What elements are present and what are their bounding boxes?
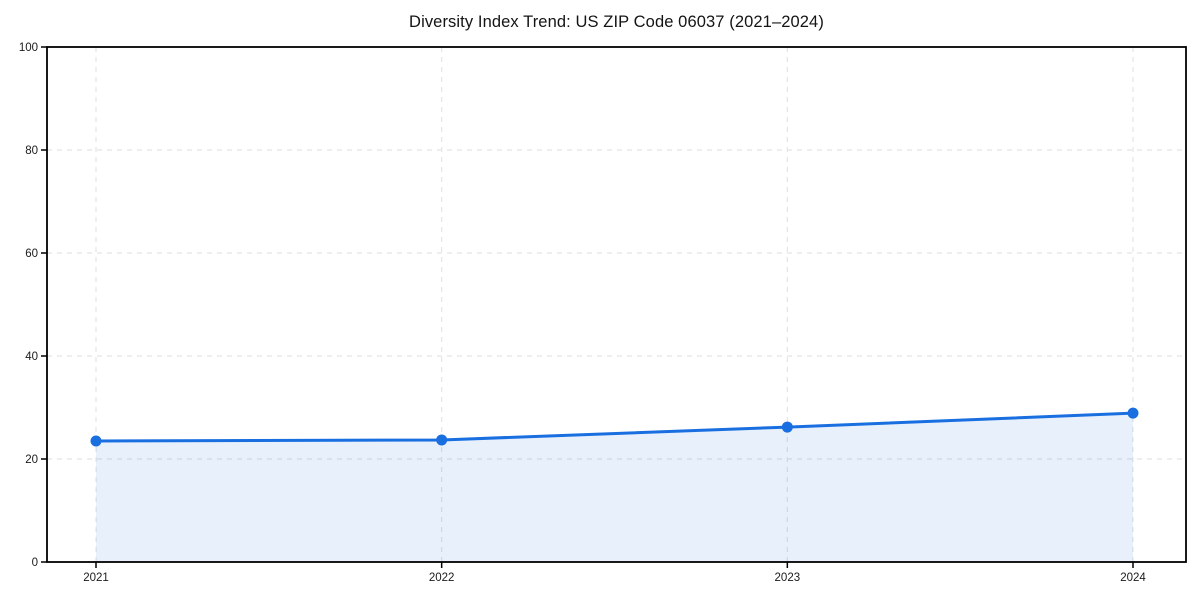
x-tick-label: 2024 [1120, 572, 1146, 584]
trend-line [94, 411, 1135, 443]
y-tick-label: 100 [19, 42, 38, 54]
y-tick-label: 0 [32, 557, 38, 569]
data-point-2022 [436, 434, 448, 446]
y-tick-label: 20 [25, 454, 38, 466]
data-point-2024 [1127, 407, 1139, 419]
area-fill [96, 413, 1133, 562]
y-tick-label: 60 [25, 248, 38, 260]
y-tick-label: 40 [25, 351, 38, 363]
data-point-2021 [90, 435, 102, 447]
plot-border [46, 46, 1187, 563]
data-point-2023 [781, 421, 793, 433]
x-tick-label: 2023 [775, 572, 801, 584]
x-tick-label: 2021 [83, 572, 109, 584]
y-tick-label: 80 [25, 145, 38, 157]
x-tick-label: 2022 [429, 572, 455, 584]
chart-title: Diversity Index Trend: US ZIP Code 06037… [409, 13, 824, 31]
